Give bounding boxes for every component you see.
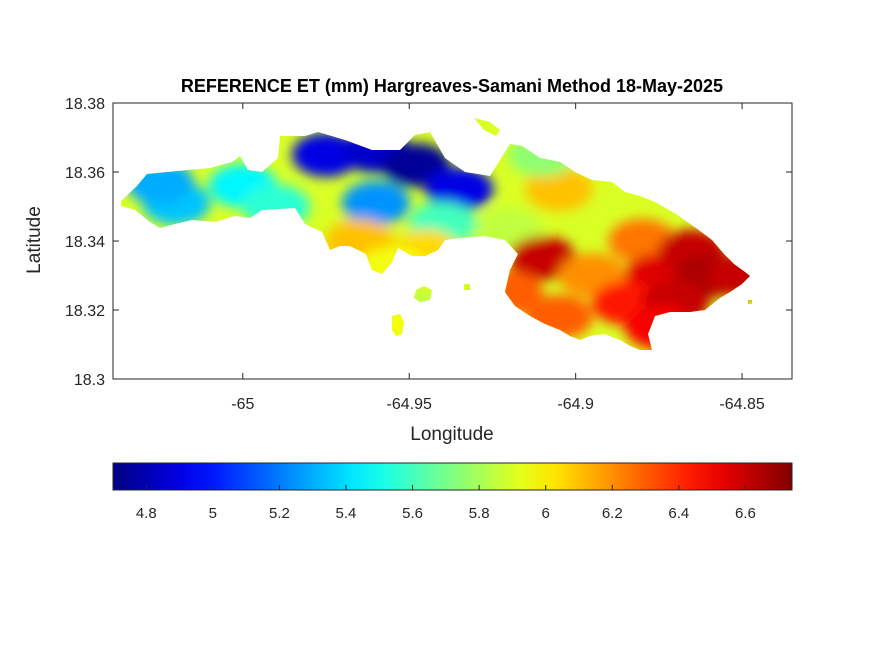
colorbar-tick-label: 6.2: [602, 505, 623, 522]
y-axis-label: Latitude: [24, 206, 45, 274]
colorbar-tick-label: 5.8: [469, 505, 490, 522]
plot-area: -65 -64.95 -64.9 -64.85 18.3 18.32 18.34 18.36…: [65, 96, 793, 413]
et-region-blob: [341, 181, 410, 226]
y-tick-label: 18.36: [65, 165, 105, 182]
chart-title: REFERENCE ET (mm) Hargreaves-Samani Meth…: [181, 76, 723, 96]
colorbar-tick-label: 4.8: [136, 505, 157, 522]
colorbar-gradient: [112, 462, 793, 491]
colorbar-tick-label: 6.6: [735, 505, 756, 522]
colorbar: 4.8 5 5.2 5.4 5.6 5.8 6 6.2 6.4 6.6: [112, 462, 793, 522]
y-tick-label: 18.38: [65, 96, 105, 113]
colorbar-tick-label: 6: [542, 505, 550, 522]
x-axis-label: Longitude: [410, 424, 493, 445]
colorbar-tick-label: 6.4: [668, 505, 689, 522]
x-tick-label: -64.85: [719, 396, 764, 413]
et-region-blob: [525, 167, 593, 212]
colorbar-tick-label: 5.4: [336, 505, 357, 522]
colorbar-tick-label: 5.2: [269, 505, 290, 522]
x-tick-label: -64.95: [387, 396, 432, 413]
colorbar-tick-label: 5: [209, 505, 217, 522]
et-region-blob: [508, 236, 577, 281]
et-region-blob: [708, 253, 752, 298]
colorbar-tick-label: 5.6: [402, 505, 423, 522]
y-tick-label: 18.34: [65, 234, 105, 251]
y-tick-label: 18.3: [74, 372, 105, 389]
y-tick-label: 18.32: [65, 303, 105, 320]
x-tick-label: -64.9: [557, 396, 594, 413]
et-region-blob: [292, 132, 360, 177]
x-tick-label: -65: [231, 396, 254, 413]
x-axis-ticks: -65 -64.95 -64.9 -64.85: [231, 103, 765, 413]
y-axis-ticks: 18.3 18.32 18.34 18.36 18.38: [65, 96, 792, 389]
et-region-blob: [425, 167, 494, 212]
